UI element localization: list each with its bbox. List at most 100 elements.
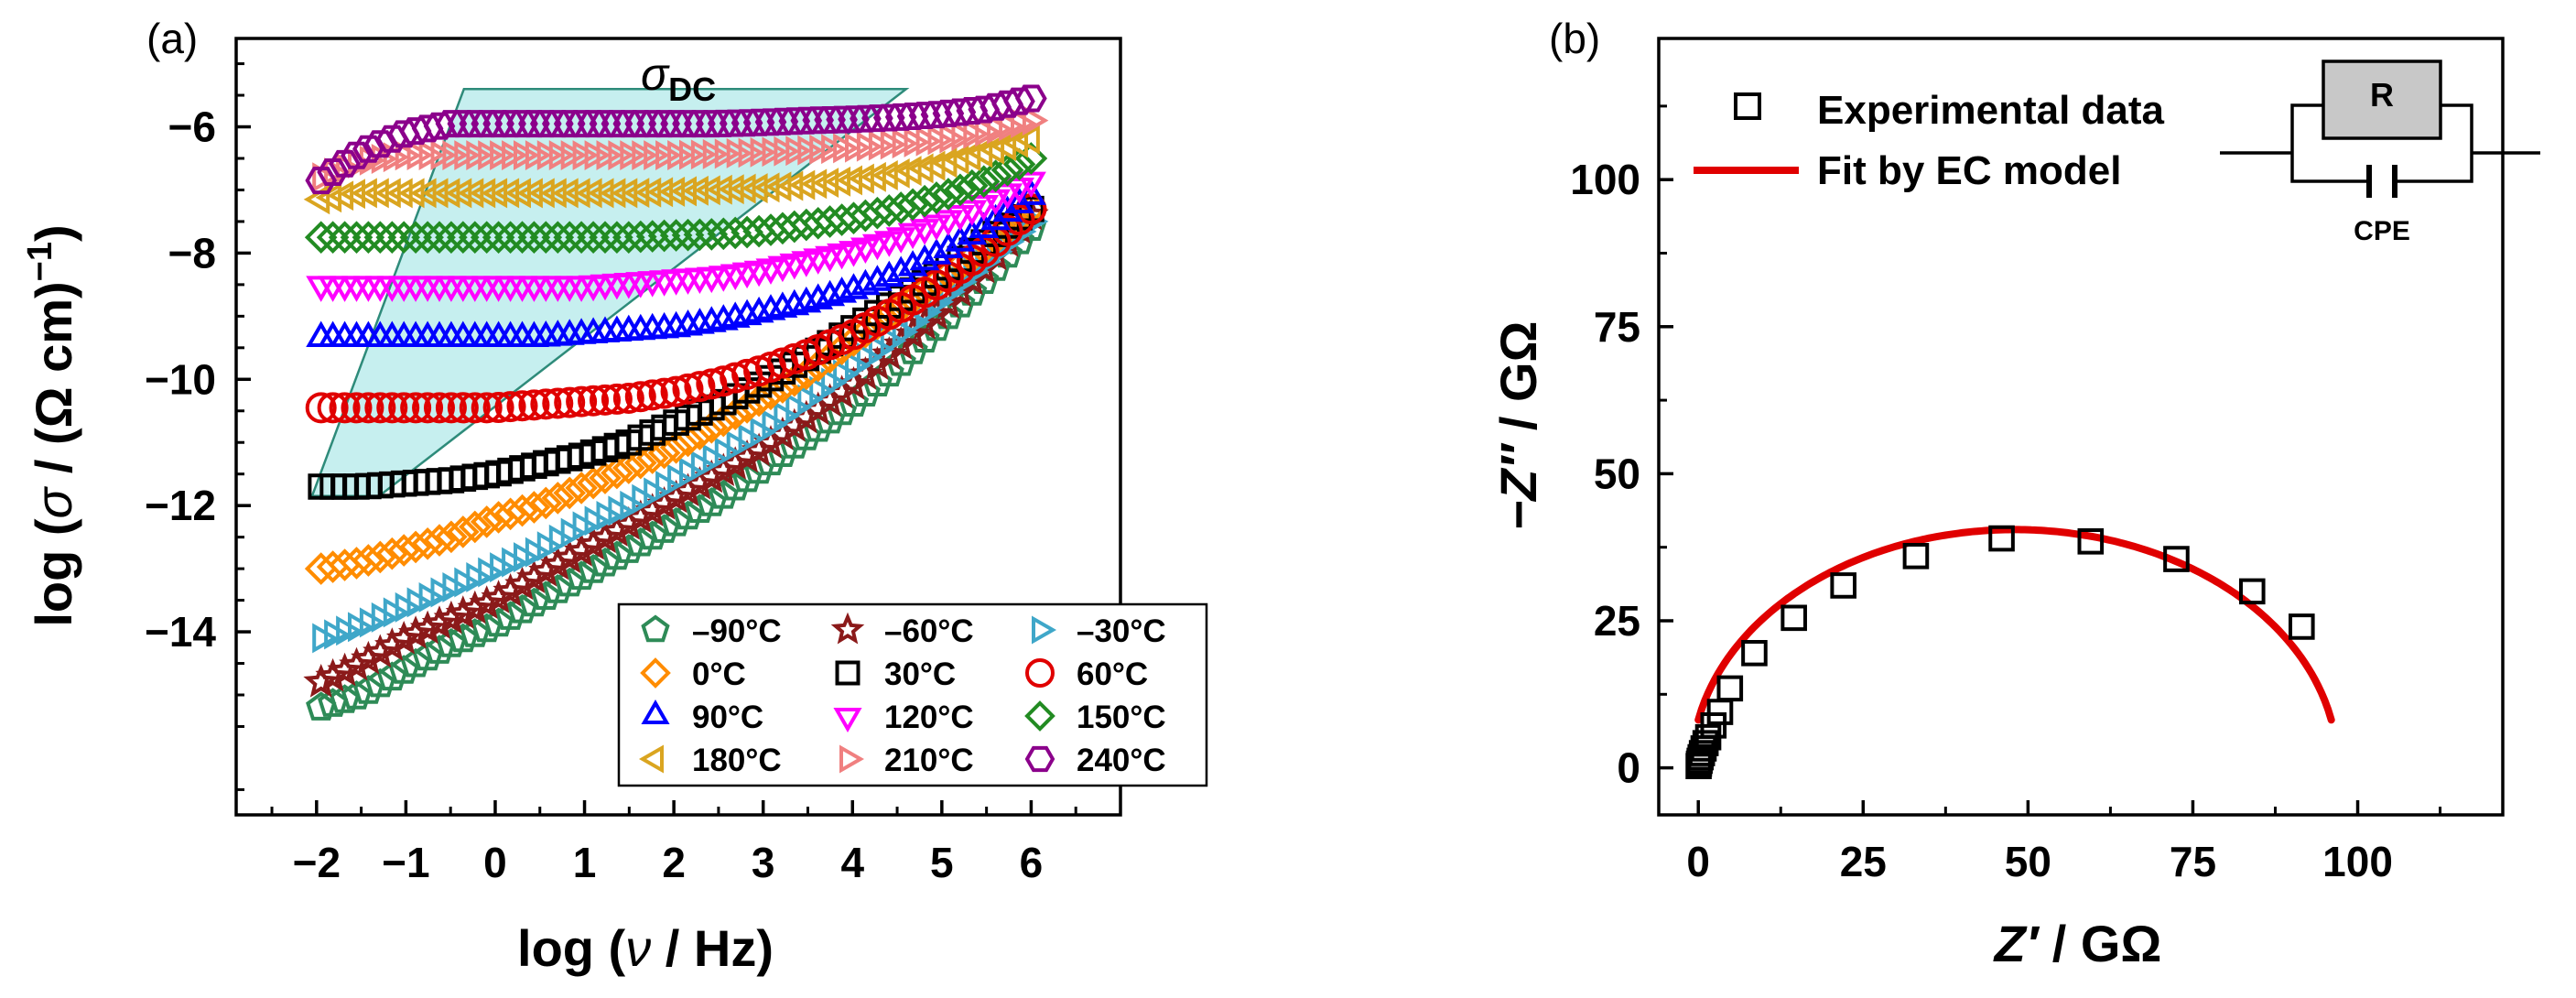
data-point [663, 409, 689, 436]
x-label-symbol: Z′ [1993, 915, 2040, 972]
data-point [719, 397, 752, 431]
panel-b-frame [1657, 37, 2505, 817]
x-label-part: / Hz) [651, 919, 774, 977]
data-point [627, 424, 655, 451]
data-point [719, 216, 752, 250]
legend-marker [1032, 615, 1057, 645]
data-point [423, 392, 455, 424]
data-point [635, 441, 669, 474]
data-point [541, 482, 575, 515]
data-point [469, 585, 504, 619]
data-point [340, 221, 373, 255]
fit-curve [1694, 526, 2335, 724]
y-label-part: / (Ω cm) [25, 281, 82, 487]
data-point [932, 261, 964, 293]
data-point [908, 184, 941, 218]
data-point [837, 324, 871, 357]
data-point [909, 277, 941, 309]
data-point [968, 95, 1001, 124]
data-point [352, 544, 385, 577]
data-point [695, 218, 729, 251]
data-point [544, 447, 571, 474]
data-point [457, 590, 492, 624]
data-point [470, 221, 503, 255]
data-point [409, 610, 446, 645]
data-point [624, 381, 656, 413]
data-point [672, 500, 704, 530]
dc-annotation-symbol: σ [641, 49, 670, 100]
data-point [421, 605, 458, 639]
data-point [1780, 604, 1807, 632]
data-point [945, 225, 976, 252]
data-point [990, 153, 1024, 187]
data-point [493, 497, 527, 531]
data-point [436, 628, 467, 657]
panel-a-frame [234, 37, 1122, 817]
data-point [315, 657, 351, 692]
data-point [589, 221, 622, 255]
data-point [482, 392, 514, 423]
data-point [399, 530, 432, 564]
data-point [873, 357, 904, 387]
data-point [518, 389, 550, 421]
data-point [1692, 730, 1719, 756]
data-point [374, 627, 410, 661]
data-point [485, 460, 512, 487]
data-point [848, 163, 874, 194]
data-point [932, 178, 965, 211]
data-point [341, 680, 373, 710]
data-point [909, 244, 940, 271]
data-point [611, 505, 647, 540]
legend-label: 90°C [692, 700, 763, 735]
data-point [897, 222, 928, 250]
data-point [565, 221, 598, 255]
data-point [589, 461, 622, 494]
data-point [601, 456, 633, 490]
data-point [1700, 712, 1727, 739]
data-point [871, 160, 898, 190]
data-point [733, 377, 761, 404]
data-point [651, 414, 677, 441]
data-point [957, 277, 988, 306]
data-point [509, 455, 536, 482]
y-label-symbol: −Z″ [1489, 443, 1547, 531]
x-tick-label: 0 [483, 839, 507, 886]
data-point [568, 442, 595, 470]
data-point [375, 125, 408, 153]
panel-b-series [1685, 525, 2335, 779]
data-point [529, 221, 563, 255]
panel-b-x-axis-label: Z′ / GΩ [1993, 915, 2162, 972]
legend-box [617, 602, 1208, 787]
data-point [613, 534, 644, 563]
data-point [375, 221, 409, 255]
data-point [387, 221, 421, 255]
y-label-part: log ( [25, 518, 82, 627]
dc-annotation-subscript: DC [668, 71, 716, 108]
y-label-part: / GΩ [1489, 321, 1547, 445]
data-point [385, 621, 422, 655]
panel-a-x-axis-label: log (ν / Hz) [517, 919, 774, 977]
data-point [707, 217, 741, 251]
data-point [492, 572, 528, 607]
data-point [933, 210, 964, 236]
data-point [660, 507, 692, 537]
data-point [1022, 105, 1049, 136]
y-tick-label: 25 [1594, 597, 1640, 645]
data-point [483, 607, 514, 637]
data-point [741, 173, 768, 204]
data-point [647, 436, 681, 470]
data-point [411, 526, 444, 560]
y-tick-label: 50 [1594, 450, 1640, 497]
y-label-symbol: σ [25, 485, 82, 518]
data-point [907, 153, 934, 184]
data-point [873, 260, 904, 287]
data-point [625, 526, 656, 557]
data-point [896, 188, 929, 222]
data-point [647, 219, 681, 253]
data-point [731, 215, 763, 249]
legend-marker-experimental [1734, 92, 1761, 120]
data-point [506, 390, 538, 422]
equivalent-circuit: R CPE [2220, 60, 2540, 246]
y-tick-label: −8 [168, 229, 216, 277]
data-point [860, 161, 886, 192]
